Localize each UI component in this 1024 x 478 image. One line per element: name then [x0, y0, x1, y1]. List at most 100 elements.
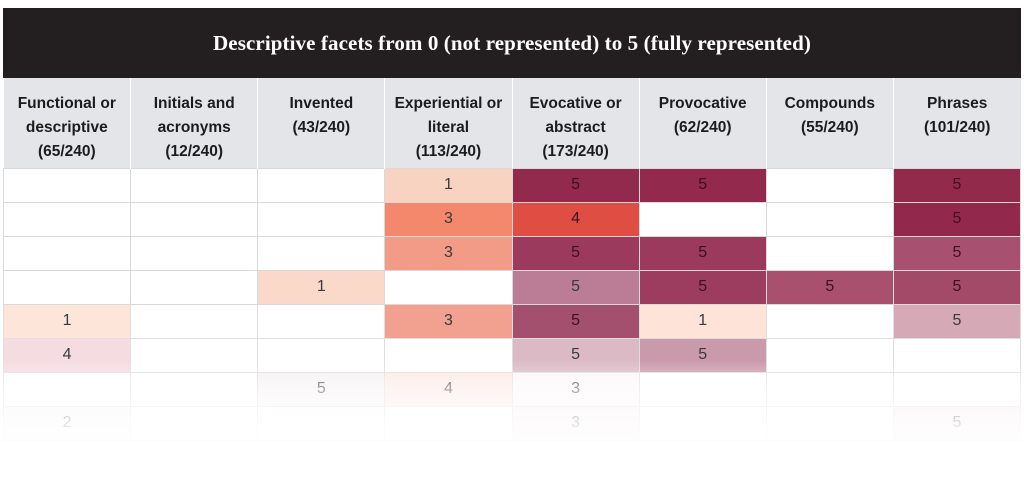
table-cell	[257, 167, 386, 203]
table-cell: 5	[638, 167, 767, 203]
table-cell	[638, 371, 767, 407]
table-cell: 4	[384, 371, 513, 407]
table-cell: 5	[892, 269, 1022, 305]
table-cell: 3	[384, 201, 513, 237]
table-cell: 1	[257, 269, 386, 305]
table-cell	[130, 337, 259, 373]
table-cell	[2, 371, 132, 407]
column-header: Phrases (101/240)	[893, 78, 1021, 168]
table-cell: 5	[638, 337, 767, 373]
table-cell: 1	[638, 303, 767, 339]
table-cell: 1	[384, 167, 513, 203]
table-cell: 5	[638, 235, 767, 271]
table-cell: 5	[511, 235, 640, 271]
table-cell	[2, 201, 132, 237]
column-header-name: Functional or descriptive	[17, 95, 116, 136]
column-header-count: (173/240)	[542, 143, 609, 160]
column-header-count: (12/240)	[165, 143, 224, 160]
column-header-name: Experiential or literal	[394, 95, 503, 136]
table-cell	[765, 337, 894, 373]
table-cell: 3	[511, 405, 640, 441]
table-cell	[765, 235, 894, 271]
table-cell	[130, 405, 259, 441]
column-header-name: Phrases	[927, 95, 988, 112]
column-header-count: (101/240)	[924, 119, 991, 136]
table-cell	[257, 235, 386, 271]
column-header-name: Initials and acronyms	[153, 95, 235, 136]
column-header-count: (43/240)	[292, 119, 351, 136]
column-header: Experiential or literal (113/240)	[384, 78, 513, 168]
table-cell	[257, 337, 386, 373]
table-cell	[257, 303, 386, 339]
table-cell	[384, 405, 513, 441]
table-cell: 5	[511, 269, 640, 305]
column-header: Compounds (55/240)	[766, 78, 894, 168]
table-cell	[257, 201, 386, 237]
table-cell	[130, 201, 259, 237]
table-cell: 5	[892, 235, 1022, 271]
table-cell	[2, 235, 132, 271]
table-cell	[384, 269, 513, 305]
column-header-name: Provocative	[658, 95, 747, 112]
table-cell	[892, 337, 1022, 373]
column-header: Provocative (62/240)	[639, 78, 767, 168]
table-cell	[765, 371, 894, 407]
facets-table: Functional or descriptive (65/240) Initial…	[2, 78, 1022, 441]
facets-table-widget: Descriptive facets from 0 (not represent…	[2, 8, 1022, 478]
table-cell: 4	[511, 201, 640, 237]
table-cell	[892, 371, 1022, 407]
table-cell: 5	[892, 167, 1022, 203]
table-cell	[2, 269, 132, 305]
table-cell	[257, 405, 386, 441]
table-cell	[130, 235, 259, 271]
column-header: Functional or descriptive (65/240)	[3, 78, 132, 168]
table-cell	[765, 303, 894, 339]
column-header-count: (65/240)	[37, 143, 96, 160]
table-cell: 5	[511, 337, 640, 373]
table-cell: 5	[892, 201, 1022, 237]
table-cell	[765, 167, 894, 203]
table-cell	[130, 269, 259, 305]
table-cell: 5	[511, 303, 640, 339]
table-cell	[130, 167, 259, 203]
table-title: Descriptive facets from 0 (not represent…	[3, 8, 1021, 78]
column-header-count: (113/240)	[415, 143, 482, 160]
column-header-name: Invented	[289, 95, 354, 112]
table-cell: 5	[511, 167, 640, 203]
table-cell	[130, 303, 259, 339]
table-cell: 5	[892, 303, 1022, 339]
column-header-name: Evocative or abstract	[529, 95, 622, 136]
table-cell	[384, 337, 513, 373]
table-row: 2 3 5	[2, 405, 1022, 441]
table-cell: 3	[511, 371, 640, 407]
table-cell	[765, 405, 894, 441]
table-cell: 5	[257, 371, 386, 407]
column-header: Invented (43/240)	[257, 78, 386, 168]
table-cell	[130, 371, 259, 407]
column-header-count: (62/240)	[673, 119, 732, 136]
table-cell	[638, 405, 767, 441]
table-cell: 3	[384, 235, 513, 271]
column-header-name: Compounds	[784, 95, 876, 112]
table-cell: 2	[2, 405, 132, 441]
column-header: Evocative or abstract (173/240)	[512, 78, 640, 168]
table-cell: 4	[2, 337, 132, 373]
column-header-count: (55/240)	[800, 119, 859, 136]
table-cell: 5	[892, 405, 1022, 441]
table-cell	[2, 167, 132, 203]
table-cell: 1	[2, 303, 132, 339]
table-cell	[638, 201, 767, 237]
column-header: Initials and acronyms (12/240)	[130, 78, 259, 168]
table-cell: 5	[765, 269, 894, 305]
table-cell: 5	[638, 269, 767, 305]
table-cell	[765, 201, 894, 237]
header-row: Functional or descriptive (65/240) Initial…	[3, 78, 1021, 168]
